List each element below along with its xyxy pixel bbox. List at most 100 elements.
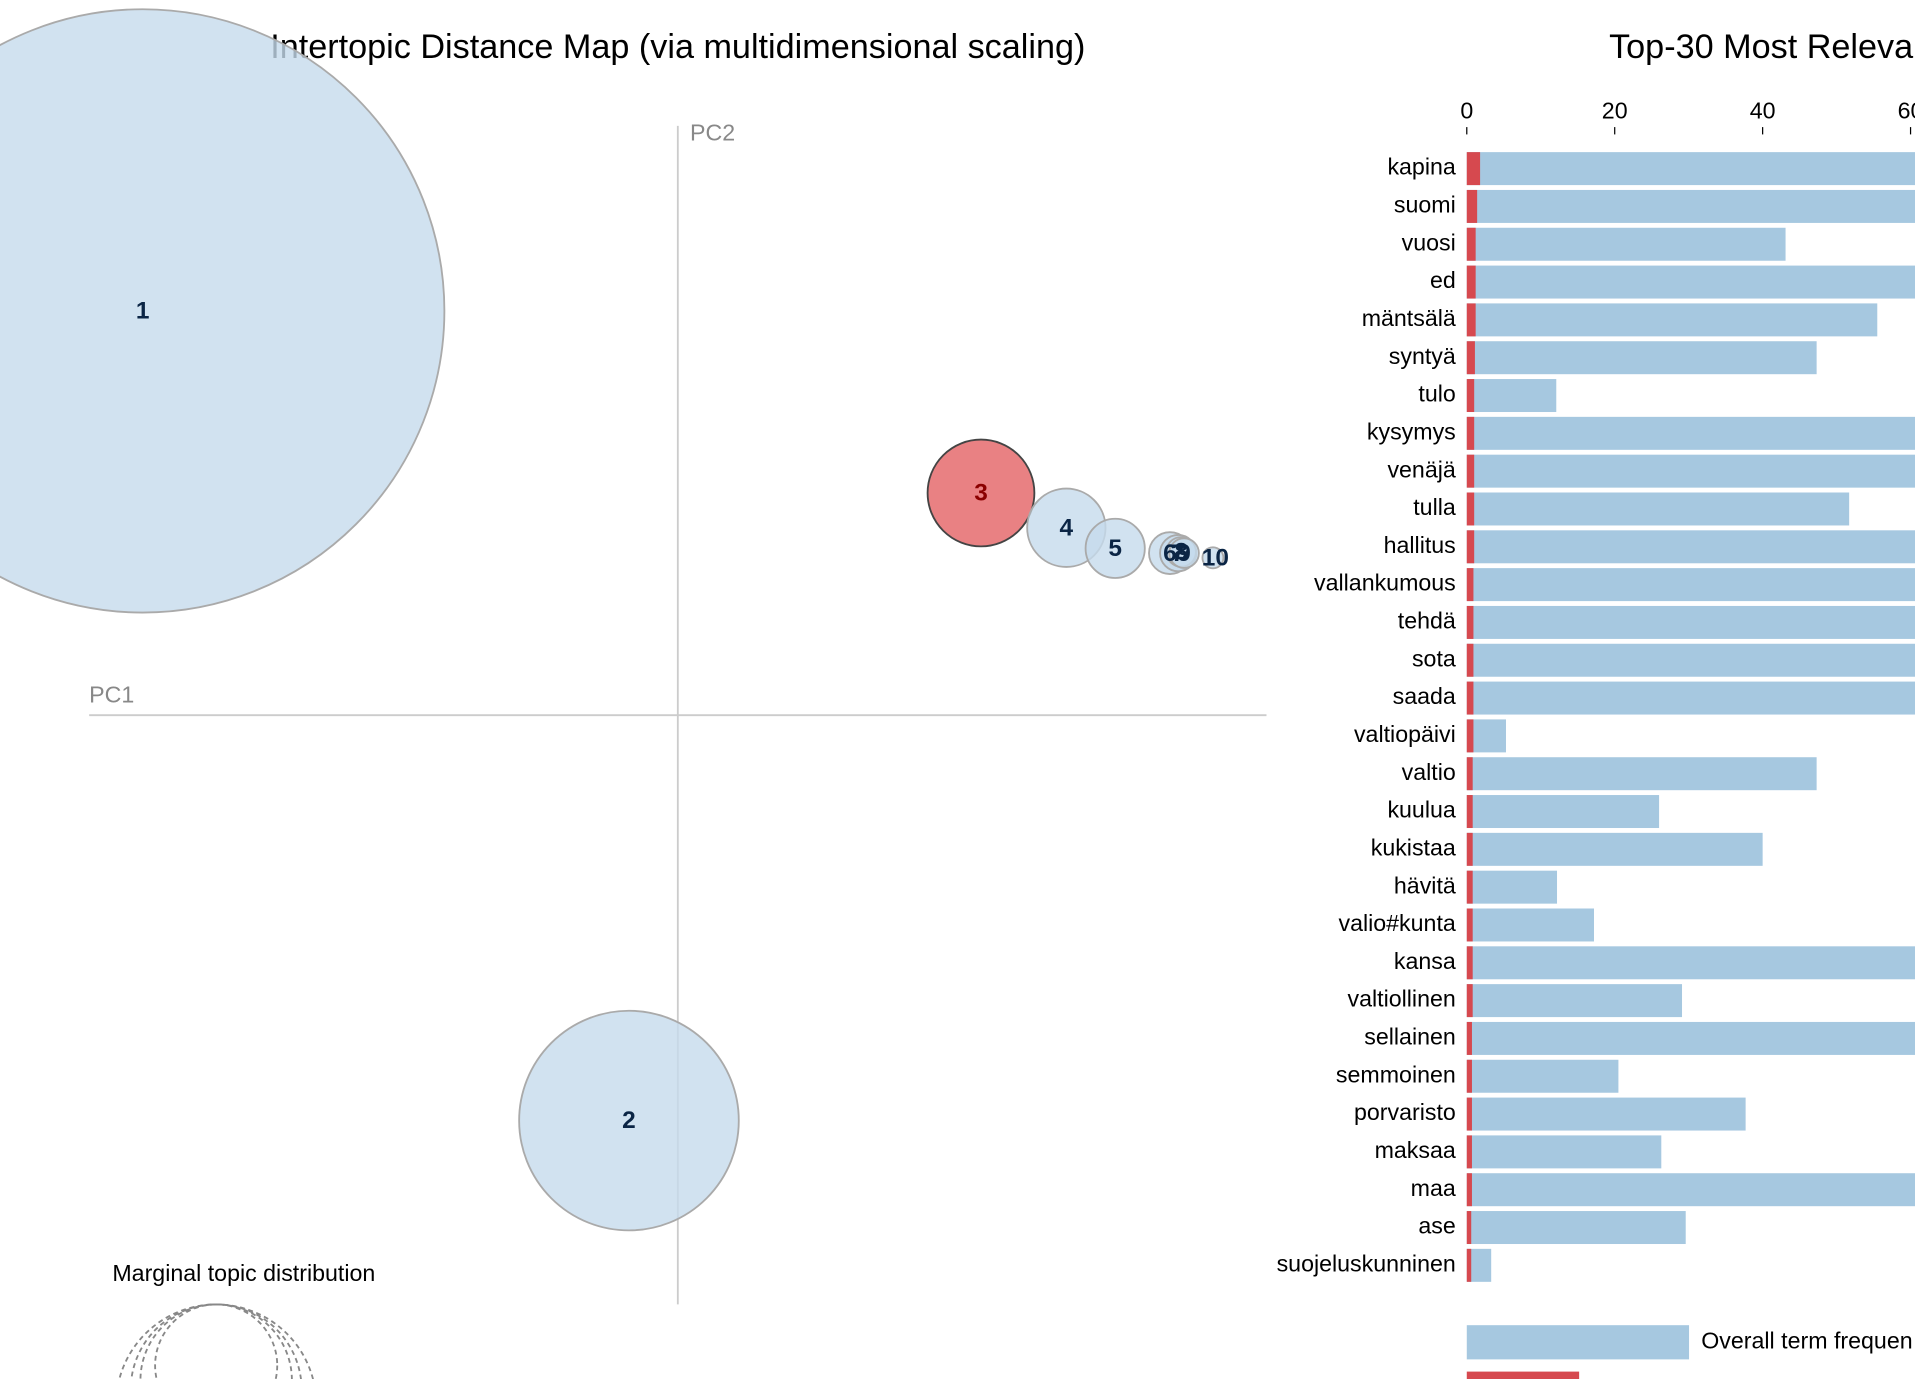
bar bbox=[1466, 1021, 1472, 1055]
topic-label: 9 bbox=[1177, 540, 1191, 567]
bar bbox=[1466, 719, 1474, 753]
term-label: kapina bbox=[1387, 154, 1455, 180]
term-label: suomi bbox=[1394, 192, 1456, 218]
bar bbox=[1466, 227, 1476, 261]
bar bbox=[1466, 870, 1558, 904]
bar bbox=[1466, 1059, 1619, 1093]
term-label: mäntsälä bbox=[1362, 305, 1456, 331]
bar bbox=[1466, 643, 1474, 677]
bar bbox=[1466, 152, 1481, 186]
topic-label: 4 bbox=[1060, 514, 1074, 541]
bar bbox=[1466, 681, 1474, 715]
topic-bubble bbox=[0, 8, 446, 614]
bar bbox=[1466, 416, 1475, 450]
bar bbox=[1466, 681, 1915, 715]
bar bbox=[1466, 379, 1557, 413]
bar bbox=[1466, 946, 1473, 980]
bar bbox=[1466, 1135, 1472, 1169]
topic-label: 10 bbox=[1202, 544, 1229, 571]
x-tick-label: 40 bbox=[1750, 98, 1776, 124]
term-label: tulla bbox=[1413, 494, 1456, 520]
bar bbox=[1466, 795, 1660, 829]
term-label: valio#kunta bbox=[1338, 910, 1455, 936]
bar bbox=[1466, 1059, 1472, 1093]
bar bbox=[1466, 303, 1476, 337]
topic-bubble bbox=[518, 1009, 740, 1232]
term-label: vuosi bbox=[1402, 229, 1456, 255]
bar bbox=[1466, 605, 1474, 639]
bar bbox=[1466, 908, 1594, 942]
bar bbox=[1466, 189, 1915, 223]
topic-bubble bbox=[1084, 517, 1146, 579]
bar bbox=[1466, 152, 1915, 186]
term-label: tulo bbox=[1418, 381, 1455, 407]
size-legend bbox=[118, 1303, 314, 1379]
term-label: vallankumous bbox=[1314, 570, 1456, 596]
term-label: hallitus bbox=[1384, 532, 1456, 558]
term-label: kansa bbox=[1394, 948, 1456, 974]
x-axis-label: PC1 bbox=[89, 681, 134, 707]
term-label: valtio bbox=[1402, 759, 1456, 785]
bar bbox=[1466, 1211, 1472, 1245]
bar bbox=[1466, 454, 1915, 488]
bar bbox=[1466, 379, 1475, 413]
bar bbox=[1466, 492, 1475, 526]
bar bbox=[1466, 832, 1473, 866]
topic-label: 5 bbox=[1108, 535, 1122, 562]
bar bbox=[1466, 530, 1475, 564]
term-label: maa bbox=[1411, 1175, 1456, 1201]
term-label: sellainen bbox=[1364, 1024, 1456, 1050]
bars: 0 20 40 60 kapina suomi vuosi ed mäntsälä syntyä t… bbox=[1277, 98, 1915, 1379]
term-label: semmoinen bbox=[1336, 1061, 1456, 1087]
legend-title: Marginal topic distribution bbox=[112, 1260, 375, 1286]
term-label: ed bbox=[1430, 267, 1456, 293]
topic-label: 3 bbox=[974, 480, 988, 507]
term-label: kysymys bbox=[1367, 418, 1456, 444]
bar bbox=[1466, 1248, 1472, 1282]
bar bbox=[1466, 341, 1475, 375]
term-label: venäjä bbox=[1387, 456, 1455, 482]
topic-label: 2 bbox=[622, 1107, 636, 1134]
bar bbox=[1466, 757, 1473, 791]
bar bbox=[1466, 568, 1915, 602]
bar bbox=[1466, 795, 1473, 829]
term-label: kukistaa bbox=[1371, 834, 1456, 860]
bar bbox=[1466, 265, 1915, 299]
map-title: Intertopic Distance Map (via multidimens… bbox=[270, 28, 1085, 66]
bar bbox=[1466, 265, 1476, 299]
topic-label: 6 bbox=[1163, 540, 1177, 567]
legend-swatch bbox=[1466, 1371, 1580, 1379]
bar bbox=[1466, 189, 1478, 223]
bar bbox=[1466, 643, 1915, 677]
bar bbox=[1466, 984, 1683, 1018]
bar bbox=[1466, 1135, 1662, 1169]
term-label: saada bbox=[1393, 683, 1456, 709]
bar bbox=[1466, 303, 1878, 337]
bar bbox=[1466, 757, 1817, 791]
topic-label: 7 bbox=[1171, 540, 1185, 567]
term-label: sota bbox=[1412, 645, 1456, 671]
topic-bubble bbox=[1201, 546, 1225, 570]
bar bbox=[1466, 1021, 1915, 1055]
bar bbox=[1466, 227, 1786, 261]
term-label: hävitä bbox=[1394, 872, 1456, 898]
topic-label: 8 bbox=[1174, 539, 1188, 566]
term-label: suojeluskunninen bbox=[1277, 1250, 1456, 1276]
term-label: tehdä bbox=[1398, 608, 1456, 634]
bar bbox=[1466, 454, 1475, 488]
bar bbox=[1466, 1097, 1746, 1131]
bar bbox=[1466, 1173, 1472, 1207]
legend-label: Overall term frequen bbox=[1701, 1327, 1912, 1353]
bar bbox=[1466, 568, 1474, 602]
bar bbox=[1466, 530, 1915, 564]
bar bbox=[1466, 832, 1763, 866]
term-label: valtiopäivi bbox=[1354, 721, 1456, 747]
x-tick-label: 20 bbox=[1602, 98, 1628, 124]
term-label: ase bbox=[1418, 1213, 1455, 1239]
bar bbox=[1466, 1211, 1686, 1245]
bar bbox=[1466, 605, 1915, 639]
x-tick-label: 0 bbox=[1460, 98, 1473, 124]
term-label: syntyä bbox=[1389, 343, 1456, 369]
